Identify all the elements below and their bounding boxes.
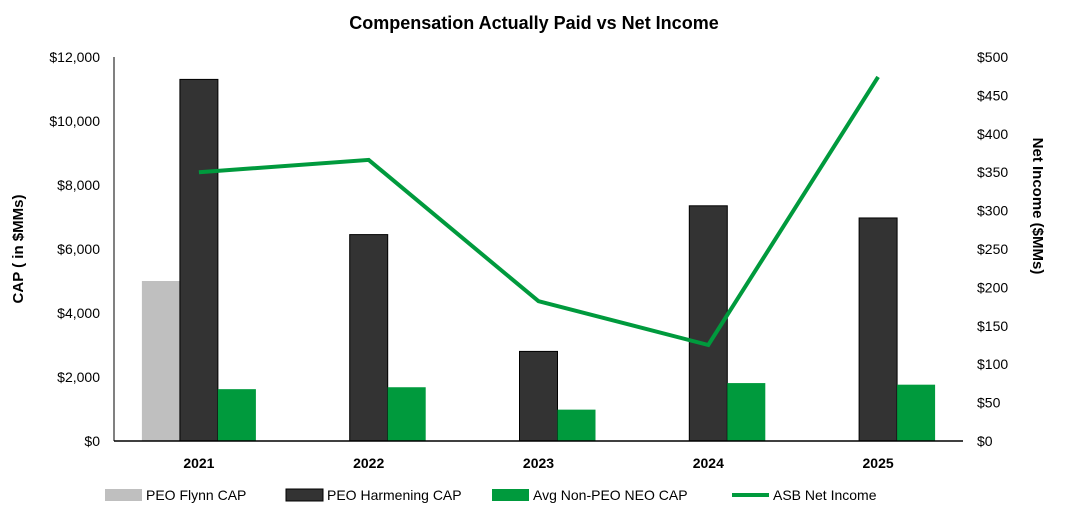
y2-tick-label: $300	[977, 203, 1008, 219]
bar-avg-non-peo-neo-cap-2023	[557, 409, 596, 441]
legend-label: Avg Non-PEO NEO CAP	[533, 487, 688, 503]
x-tick-label: 2022	[353, 455, 384, 471]
y2-tick-label: $400	[977, 126, 1008, 142]
y-tick-label: $10,000	[49, 113, 100, 129]
bar-avg-non-peo-neo-cap-2021	[217, 389, 256, 441]
x-tick-label: 2023	[523, 455, 554, 471]
y2-tick-label: $50	[977, 395, 1001, 411]
bar-avg-non-peo-neo-cap-2022	[387, 387, 426, 441]
bar-peo-harmening-cap-2025	[858, 217, 898, 442]
y-tick-label: $4,000	[57, 305, 100, 321]
legend: PEO Flynn CAP PEO Harmening CAP Avg Non-PE…	[105, 487, 877, 503]
y-tick-label: $8,000	[57, 177, 100, 193]
x-tick-label: 2024	[693, 455, 724, 471]
chart-title: Compensation Actually Paid vs Net Income	[349, 13, 718, 33]
x-tick-label: 2025	[863, 455, 894, 471]
y2-tick-label: $0	[977, 433, 993, 449]
legend-label: PEO Harmening CAP	[327, 487, 462, 503]
bar-peo-harmening-cap-2022	[349, 234, 389, 442]
y-axis-label: CAP ( in $MMs)	[10, 195, 27, 304]
bar-peo-harmening-cap-2021	[179, 78, 219, 442]
bar-avg-non-peo-neo-cap-2025	[897, 384, 936, 441]
y2-axis-label: Net Income ($MMs)	[1029, 138, 1046, 275]
x-tick-label: 2021	[183, 455, 214, 471]
y2-tick-label: $350	[977, 164, 1008, 180]
y-tick-label: $12,000	[49, 49, 100, 65]
y2-tick-label: $250	[977, 241, 1008, 257]
legend-swatch	[105, 489, 142, 501]
bar-peo-harmening-cap-2023	[519, 350, 558, 442]
legend-label: PEO Flynn CAP	[146, 487, 246, 503]
y2-tick-label: $450	[977, 87, 1008, 103]
bar-peo-flynn-cap-2021	[141, 281, 180, 441]
legend-swatch	[492, 489, 529, 501]
y-tick-label: $0	[84, 433, 100, 449]
legend-swatch	[285, 488, 324, 502]
bar-avg-non-peo-neo-cap-2024	[727, 383, 766, 441]
y2-tick-label: $100	[977, 356, 1008, 372]
y2-tick-label: $150	[977, 318, 1008, 334]
y-tick-label: $2,000	[57, 369, 100, 385]
line-asb-net-income	[198, 75, 880, 348]
y2-tick-label: $200	[977, 279, 1008, 295]
legend-label: ASB Net Income	[773, 487, 877, 503]
y2-tick-label: $500	[977, 49, 1008, 65]
y-tick-label: $6,000	[57, 241, 100, 257]
